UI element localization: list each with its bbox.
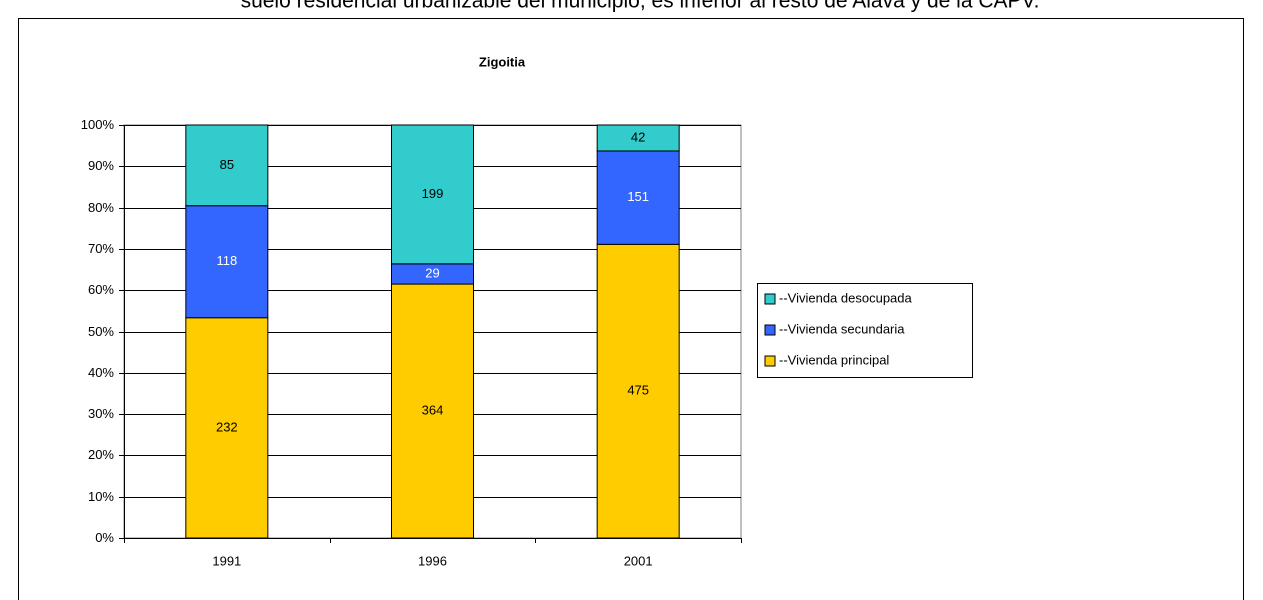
bar-segment (596, 243, 680, 539)
caption: suelo residencial urbanizable del munici… (241, 0, 1040, 13)
data-label: 29 (425, 265, 439, 280)
legend-box (757, 283, 973, 378)
legend-label: --Vivienda desocupada (779, 290, 913, 305)
bar-segment (391, 124, 474, 265)
x-tick-label: 1991 (212, 553, 241, 568)
legend-swatch (764, 355, 776, 367)
legend-swatch (764, 324, 776, 336)
data-label: 364 (422, 402, 444, 417)
data-label: 85 (220, 157, 234, 172)
y-tick-label: 50% (88, 324, 114, 339)
data-label: 199 (422, 186, 444, 201)
bar-segment (596, 124, 680, 152)
x-tick-label: 2001 (624, 553, 653, 568)
bar-segment (185, 317, 269, 539)
y-tick-label: 10% (88, 489, 114, 504)
x-tick-label: 1996 (418, 553, 447, 568)
bar-segment (185, 205, 269, 319)
bar-segment (391, 283, 474, 539)
data-label: 42 (631, 129, 645, 144)
data-label: 151 (627, 189, 649, 204)
y-tick-label: 40% (88, 365, 114, 380)
data-label: 118 (216, 253, 237, 268)
y-tick-label: 0% (95, 530, 114, 545)
y-tick-label: 30% (88, 406, 114, 421)
y-tick-label: 90% (88, 158, 114, 173)
y-tick-label: 20% (88, 447, 114, 462)
legend-swatch (764, 293, 776, 305)
data-label: 232 (216, 419, 238, 434)
chart-title: Zigoitia (479, 54, 526, 69)
y-tick-label: 80% (88, 200, 114, 215)
y-tick-label: 70% (88, 241, 114, 256)
bar-segment (185, 124, 269, 207)
y-tick-label: 100% (81, 117, 115, 132)
y-tick-label: 60% (88, 282, 114, 297)
data-label: 475 (627, 383, 649, 398)
legend-label: --Vivienda principal (779, 352, 889, 367)
legend-label: --Vivienda secundaria (779, 321, 905, 336)
